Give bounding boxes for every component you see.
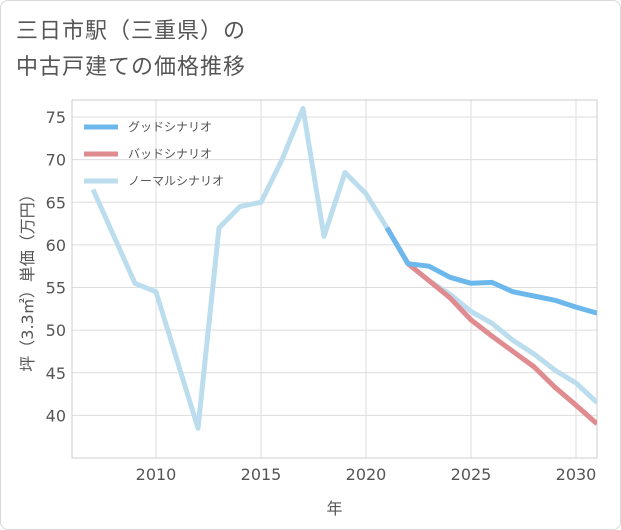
chart-title: 三日市駅（三重県）の 中古戸建ての価格推移 <box>16 14 246 86</box>
y-tick-label: 65 <box>46 193 66 212</box>
y-tick-label: 45 <box>46 364 66 383</box>
legend-label-2: ノーマルシナリオ <box>128 174 224 188</box>
grid-lines <box>72 100 597 458</box>
series-line-0 <box>384 226 597 316</box>
y-tick-label: 60 <box>46 236 66 255</box>
x-tick-label: 2020 <box>346 465 387 484</box>
chart-title-line1: 三日市駅（三重県）の <box>16 19 247 44</box>
series-line-1 <box>384 226 597 426</box>
axes <box>71 99 598 459</box>
x-tick-label: 2015 <box>241 465 282 484</box>
y-axis-label: 坪（3.3㎡）単価（万円） <box>18 186 37 371</box>
legend-label-1: バッドシナリオ <box>128 147 212 161</box>
y-tick-label: 55 <box>46 279 66 298</box>
series-line-2 <box>90 106 597 431</box>
legend-label-0: グッドシナリオ <box>128 120 212 134</box>
x-tick-label: 2030 <box>556 465 597 484</box>
x-tick-label: 2010 <box>136 465 177 484</box>
series-layer <box>90 106 597 431</box>
y-tick-label: 50 <box>46 321 66 340</box>
y-tick-label: 75 <box>46 108 66 127</box>
x-tick-label: 2025 <box>451 465 492 484</box>
tick-labels: 40 45 50 55 60 65 70 75 2010 2015 2020 2025 2030 <box>46 108 597 484</box>
x-axis-label: 年 <box>326 499 342 518</box>
chart-title-line2: 中古戸建ての価格推移 <box>16 55 247 80</box>
y-tick-label: 40 <box>46 406 66 425</box>
y-tick-label: 70 <box>46 151 66 170</box>
plot-area-frame <box>71 99 598 459</box>
